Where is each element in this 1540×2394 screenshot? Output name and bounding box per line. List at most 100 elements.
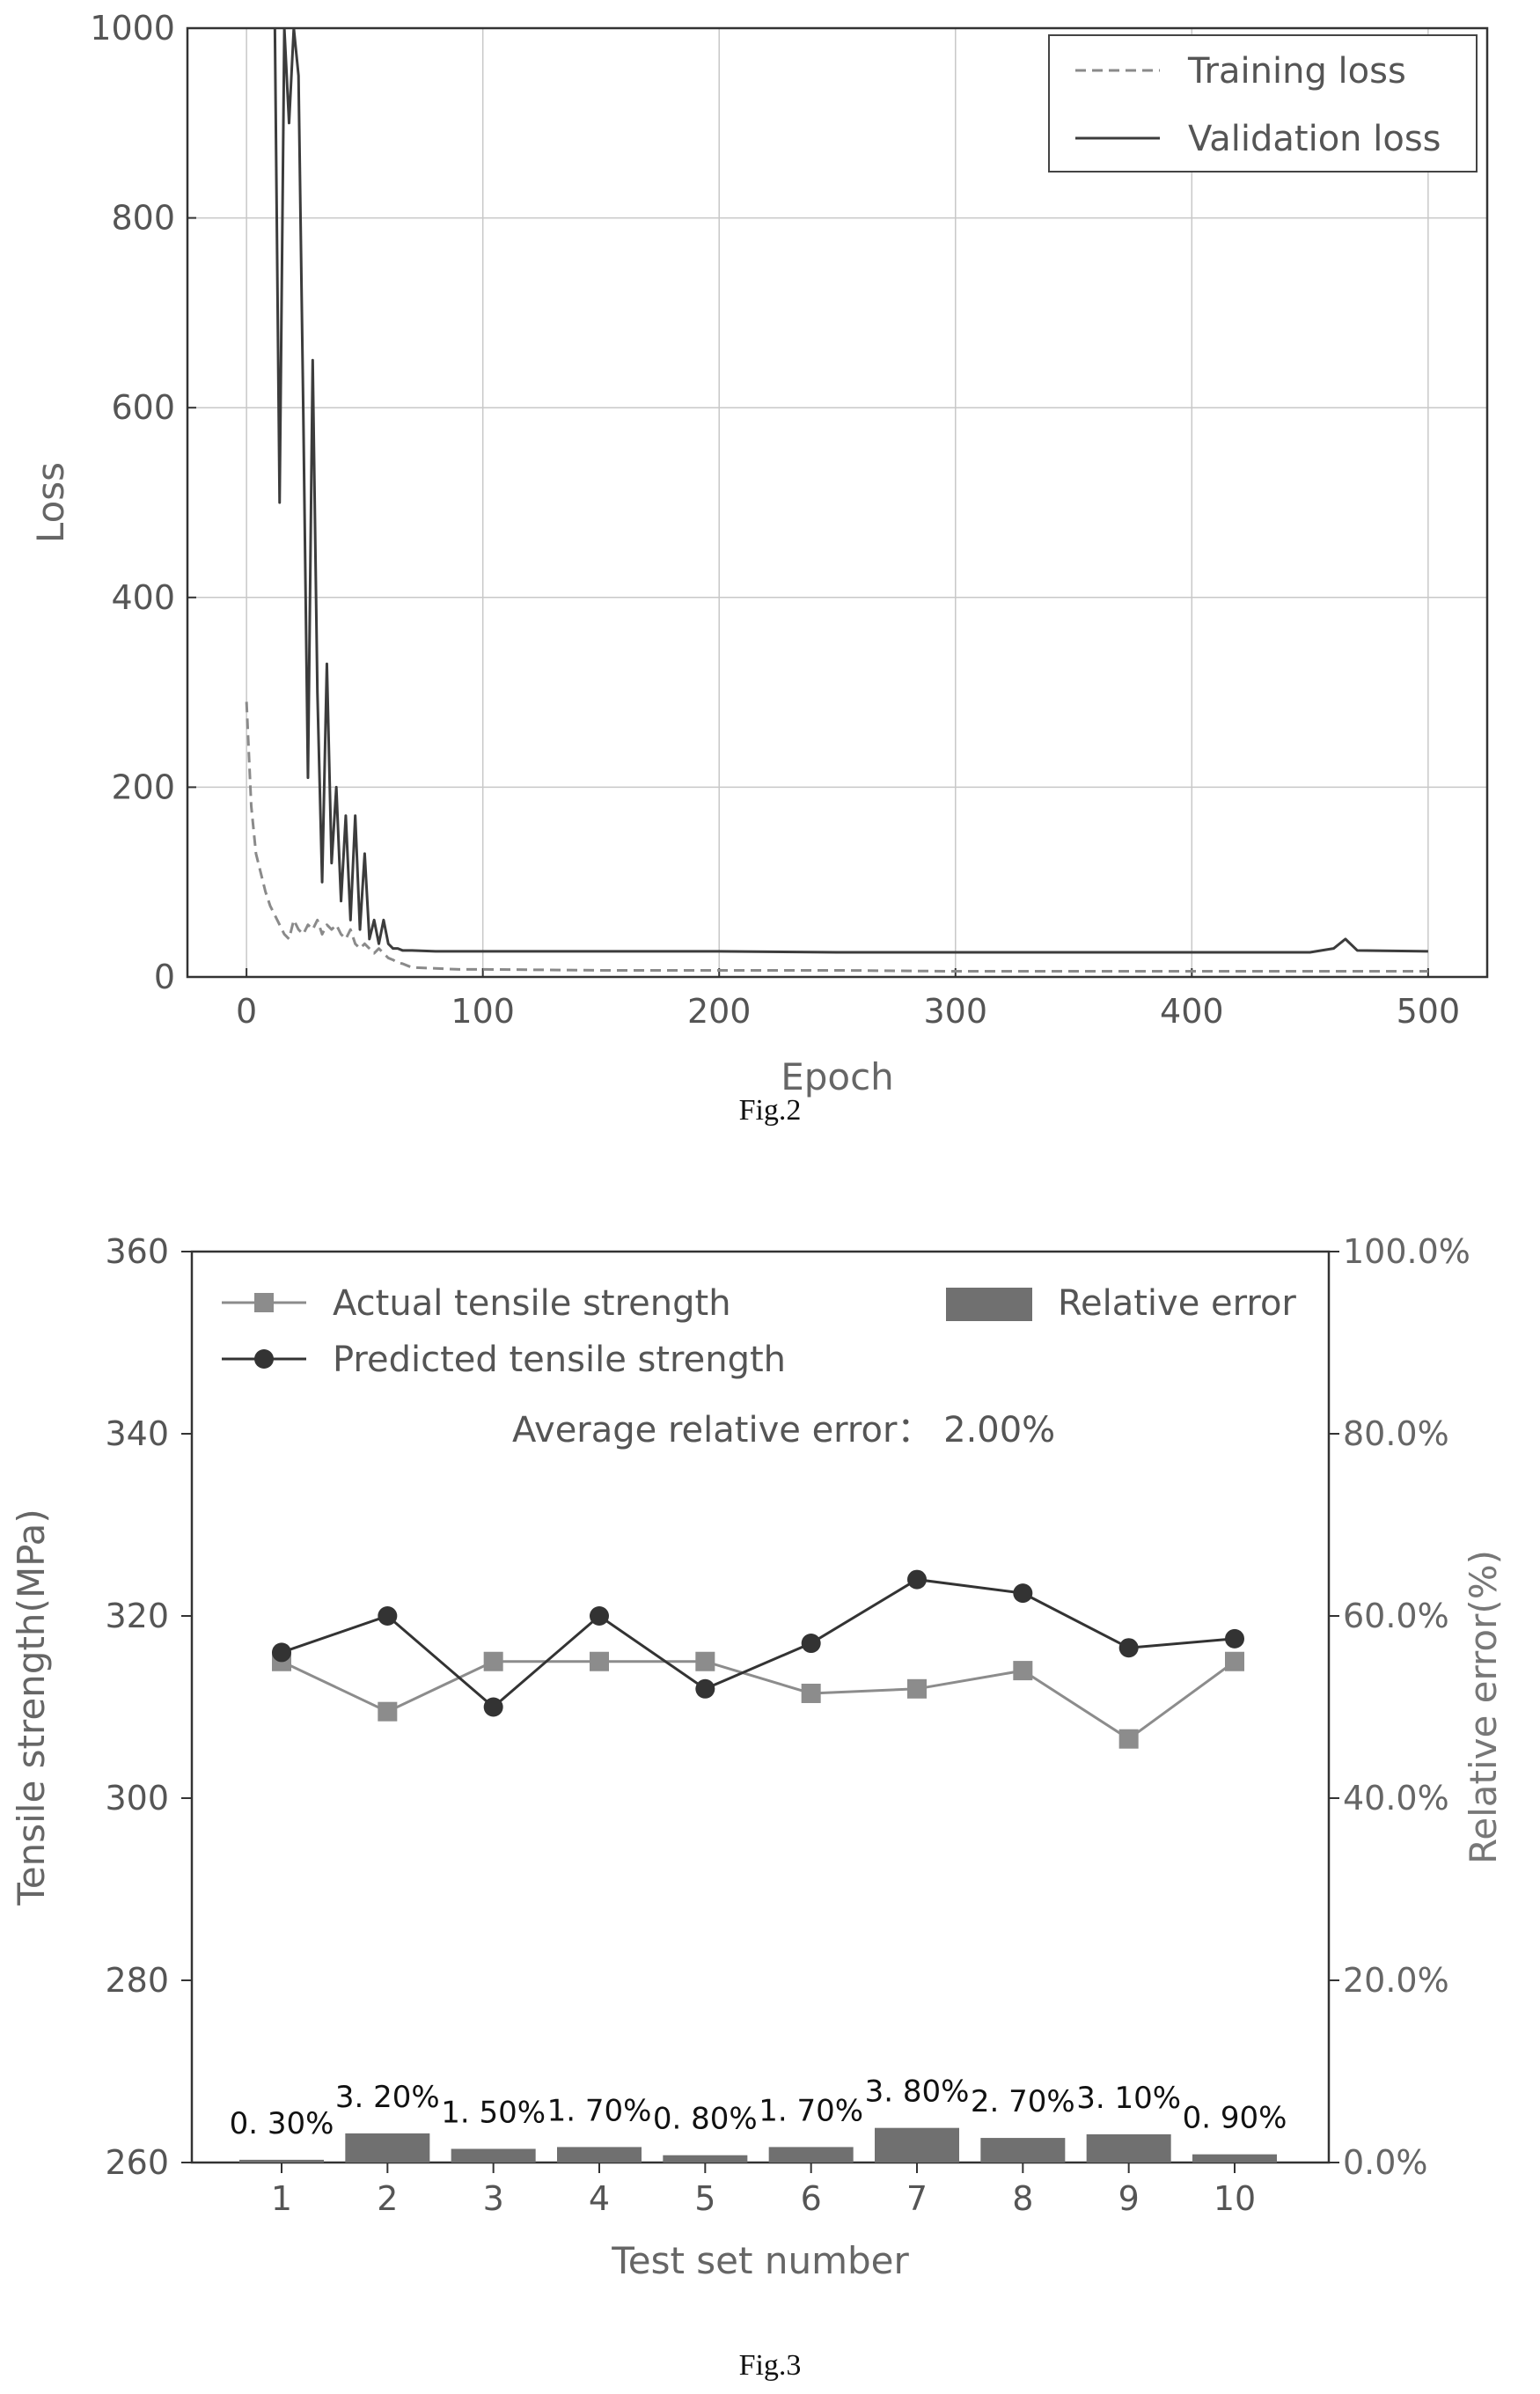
x-tick-label: 10 [1214, 2179, 1256, 2218]
y-tick-label: 1000 [90, 9, 175, 48]
point-actual-tensile-strength [801, 1683, 821, 1703]
y-tick-label: 280 [105, 1961, 169, 2000]
y2-tick-label: 0.0% [1343, 2143, 1428, 2182]
y-tick-label: 260 [105, 2143, 169, 2182]
y-axis-label: Loss [29, 462, 72, 543]
point-predicted-tensile-strength [590, 1606, 609, 1626]
point-predicted-tensile-strength [801, 1634, 821, 1654]
point-predicted-tensile-strength [378, 1606, 398, 1626]
y-tick-label: 800 [111, 199, 175, 238]
tensile-strength-chart: 2602803003203403600.0%20.0%40.0%60.0%80.… [10, 1232, 1505, 2382]
relative-error-bar [1086, 2133, 1171, 2163]
series-line-validation-loss [273, 28, 1428, 954]
legend-box [1048, 34, 1478, 173]
legend-label: Actual tensile strength [333, 1283, 731, 1324]
loss-chart: 0 100 200 300 400 500 0 200 400 600 800 1000 Epoch Lo… [29, 9, 1489, 1127]
legend-marker [254, 1293, 274, 1312]
relative-error-bar [451, 2148, 536, 2163]
x-tick-label: 5 [694, 2179, 715, 2218]
point-predicted-tensile-strength [483, 1697, 503, 1717]
legend: Actual tensile strength Predicted tensile… [222, 1283, 1296, 1380]
relative-error-bar [239, 2159, 324, 2163]
bar-value-label: 0. 90% [1183, 2101, 1287, 2136]
y2-tick-label: 100.0% [1343, 1232, 1470, 1271]
point-actual-tensile-strength [1013, 1661, 1033, 1681]
point-actual-tensile-strength [1225, 1651, 1244, 1671]
point-predicted-tensile-strength [1118, 1638, 1139, 1658]
x-tick-label: 4 [589, 2179, 610, 2218]
bar-value-label: 1. 70% [547, 2093, 652, 2128]
x-axis-label: Test set number [611, 2239, 909, 2282]
bar-value-label: 3. 80% [865, 2075, 970, 2110]
bar-value-label: 0. 30% [230, 2106, 334, 2141]
y-tick-label: 320 [105, 1597, 169, 1635]
bar-value-label: 0. 80% [653, 2102, 758, 2137]
y-tick-label: 400 [111, 578, 175, 617]
legend-label: Predicted tensile strength [333, 1340, 786, 1380]
point-actual-tensile-strength [378, 1701, 398, 1722]
point-actual-tensile-strength [590, 1651, 609, 1671]
average-error-annotation: Average relative error： 2.00% [512, 1410, 1055, 1450]
bar-value-label: 1. 70% [759, 2093, 863, 2128]
plot-frame [190, 1250, 1331, 2164]
relative-error-bar [345, 2133, 430, 2163]
bar-value-label: 1. 50% [441, 2095, 546, 2130]
x-tick-label: 0 [236, 992, 257, 1031]
y-tick-label: 300 [105, 1779, 169, 1818]
point-actual-tensile-strength [907, 1678, 927, 1699]
legend-label: Validation loss [1188, 119, 1441, 159]
bar-value-label: 3. 20% [335, 2080, 440, 2115]
relative-error-bar [875, 2127, 959, 2163]
legend-label: Relative error [1058, 1283, 1296, 1324]
y-tick-label: 360 [105, 1232, 169, 1271]
point-actual-tensile-strength [483, 1651, 503, 1671]
point-actual-tensile-strength [1118, 1729, 1139, 1749]
y2-tick-label: 60.0% [1343, 1597, 1449, 1635]
y-tick-label: 0 [154, 958, 175, 996]
plot-frame [186, 26, 1489, 979]
bar-value-label: 2. 70% [971, 2084, 1075, 2119]
relative-error-bar [663, 2155, 748, 2163]
relative-error-bar [768, 2147, 854, 2163]
point-predicted-tensile-strength [907, 1569, 927, 1590]
y-tick-label: 340 [105, 1414, 169, 1453]
x-tick-label: 7 [906, 2179, 928, 2218]
x-axis-label: Epoch [781, 1055, 894, 1098]
y-axis-label: Tensile strength(MPa) [10, 1509, 53, 1906]
bar-value-label: 3. 10% [1076, 2081, 1181, 2116]
figure-caption: Fig.2 [739, 1094, 802, 1127]
relative-error-bar [980, 2138, 1066, 2163]
figure-caption: Fig.3 [739, 2349, 802, 2382]
x-tick-label: 6 [801, 2179, 822, 2218]
x-tick-label: 1 [271, 2179, 292, 2218]
x-tick-label: 300 [924, 992, 988, 1031]
point-actual-tensile-strength [695, 1651, 715, 1671]
legend-marker [254, 1349, 274, 1369]
x-tick-label: 2 [377, 2179, 398, 2218]
x-tick-label: 8 [1012, 2179, 1033, 2218]
point-predicted-tensile-strength [1225, 1628, 1244, 1649]
y-tick-label: 200 [111, 767, 175, 806]
x-tick-label: 9 [1118, 2179, 1140, 2218]
x-tick-label: 500 [1397, 992, 1461, 1031]
relative-error-bar [1192, 2154, 1277, 2163]
x-tick-label: 200 [687, 992, 752, 1031]
point-predicted-tensile-strength [272, 1642, 291, 1663]
series-line-predicted-tensile-strength [281, 1578, 1236, 1709]
point-predicted-tensile-strength [1013, 1583, 1033, 1604]
legend-label: Training loss [1187, 51, 1406, 92]
series-line-training-loss [245, 701, 1428, 973]
x-tick-label: 3 [483, 2179, 504, 2218]
y2-tick-label: 40.0% [1343, 1779, 1449, 1818]
y2-tick-label: 80.0% [1343, 1414, 1449, 1453]
legend-swatch [946, 1288, 1032, 1321]
legend: Training loss Validation loss [1048, 34, 1478, 173]
series-group [245, 28, 1428, 973]
relative-error-bar [557, 2147, 642, 2163]
x-tick-label: 400 [1160, 992, 1224, 1031]
y2-tick-label: 20.0% [1343, 1961, 1449, 2000]
point-predicted-tensile-strength [695, 1678, 715, 1699]
series-line-actual-tensile-strength [281, 1660, 1236, 1741]
x-tick-label: 100 [451, 992, 515, 1031]
